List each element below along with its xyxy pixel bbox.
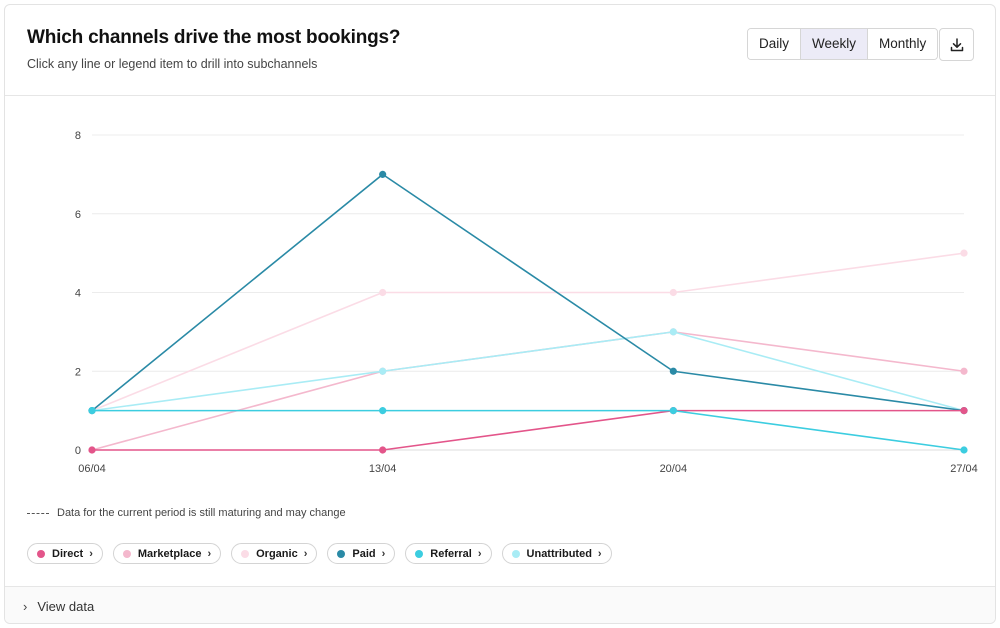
y-tick-label: 2 (75, 366, 81, 378)
legend-label: Referral (430, 547, 472, 560)
data-point-referral[interactable] (379, 407, 387, 415)
period-daily-button[interactable]: Daily (748, 29, 802, 59)
legend-swatch (241, 549, 250, 558)
legend-swatch (37, 549, 45, 558)
legend-item-marketplace[interactable]: Marketplace › (112, 543, 222, 564)
series-line-paid[interactable] (91, 173, 965, 412)
data-point-paid[interactable] (379, 170, 387, 178)
data-point-referral[interactable] (88, 407, 96, 415)
legend-label: Marketplace (137, 547, 202, 560)
legend-label: Direct (52, 547, 84, 560)
data-point-direct[interactable] (379, 446, 387, 454)
download-icon (950, 37, 963, 51)
legend-swatch (415, 549, 424, 558)
chevron-right-icon: › (89, 547, 93, 560)
legend-label: Paid (352, 547, 376, 560)
data-point-organic[interactable] (379, 288, 387, 297)
data-point-paid[interactable] (669, 367, 677, 375)
card-header: Which channels drive the most bookings? … (5, 5, 995, 96)
view-data-label: View data (37, 598, 95, 614)
data-point-unattributed[interactable] (669, 328, 677, 336)
data-point-organic[interactable] (669, 288, 677, 297)
data-point-marketplace[interactable] (960, 367, 968, 375)
data-point-organic[interactable] (960, 249, 968, 257)
y-tick-label: 6 (75, 209, 81, 221)
line-chart[interactable]: 0 2 4 6 8 06/04 13/04 20/04 27/04 (5, 96, 996, 496)
series-line-unattributed[interactable] (91, 331, 965, 412)
x-tick-label: 20/04 (660, 463, 688, 475)
view-data-toggle[interactable]: › View data (5, 586, 995, 623)
maturing-note: Data for the current period is still mat… (27, 507, 346, 519)
chart-legend: Direct › Marketplace › Organic › Paid › Referral… (27, 543, 612, 564)
y-tick-label: 0 (75, 445, 81, 457)
chevron-right-icon: › (477, 547, 482, 560)
period-toggle: Daily Weekly Monthly (747, 28, 939, 60)
legend-swatch (337, 549, 346, 558)
period-weekly-button[interactable]: Weekly (801, 29, 869, 59)
legend-item-paid[interactable]: Paid › (327, 543, 396, 564)
data-point-direct[interactable] (88, 446, 96, 454)
chevron-right-icon: › (207, 547, 212, 560)
series-line-referral[interactable] (92, 409, 965, 451)
series-line-organic[interactable] (91, 252, 965, 412)
data-point-referral[interactable] (960, 446, 968, 454)
maturing-note-text: Data for the current period is still mat… (57, 507, 346, 519)
chart-subtitle: Click any line or legend item to drill i… (27, 57, 318, 71)
dashed-line-icon (27, 512, 49, 514)
chart-title: Which channels drive the most bookings? (27, 27, 401, 48)
legend-item-organic[interactable]: Organic › (231, 543, 318, 564)
chevron-right-icon: › (23, 598, 28, 614)
legend-item-direct[interactable]: Direct › (27, 543, 103, 564)
chevron-right-icon: › (597, 547, 602, 560)
legend-item-unattributed[interactable]: Unattributed › (501, 543, 612, 564)
legend-label: Unattributed (526, 547, 592, 560)
data-point-unattributed[interactable] (379, 367, 387, 375)
x-tick-label: 27/04 (950, 463, 978, 475)
chevron-right-icon: › (303, 547, 308, 560)
x-tick-label: 13/04 (369, 463, 397, 475)
period-monthly-button[interactable]: Monthly (868, 29, 938, 59)
data-point-referral[interactable] (669, 407, 677, 415)
chevron-right-icon: › (381, 547, 386, 560)
legend-swatch (122, 549, 131, 558)
download-button[interactable] (939, 28, 974, 61)
legend-item-referral[interactable]: Referral › (405, 543, 492, 564)
x-tick-label: 06/04 (78, 463, 106, 475)
data-point-direct[interactable] (960, 407, 968, 415)
legend-label: Organic (256, 547, 298, 560)
series-line-direct[interactable] (92, 409, 964, 451)
y-tick-label: 8 (75, 130, 81, 142)
chart-card: Which channels drive the most bookings? … (4, 4, 996, 624)
legend-swatch (511, 549, 520, 558)
y-tick-label: 4 (75, 288, 81, 300)
